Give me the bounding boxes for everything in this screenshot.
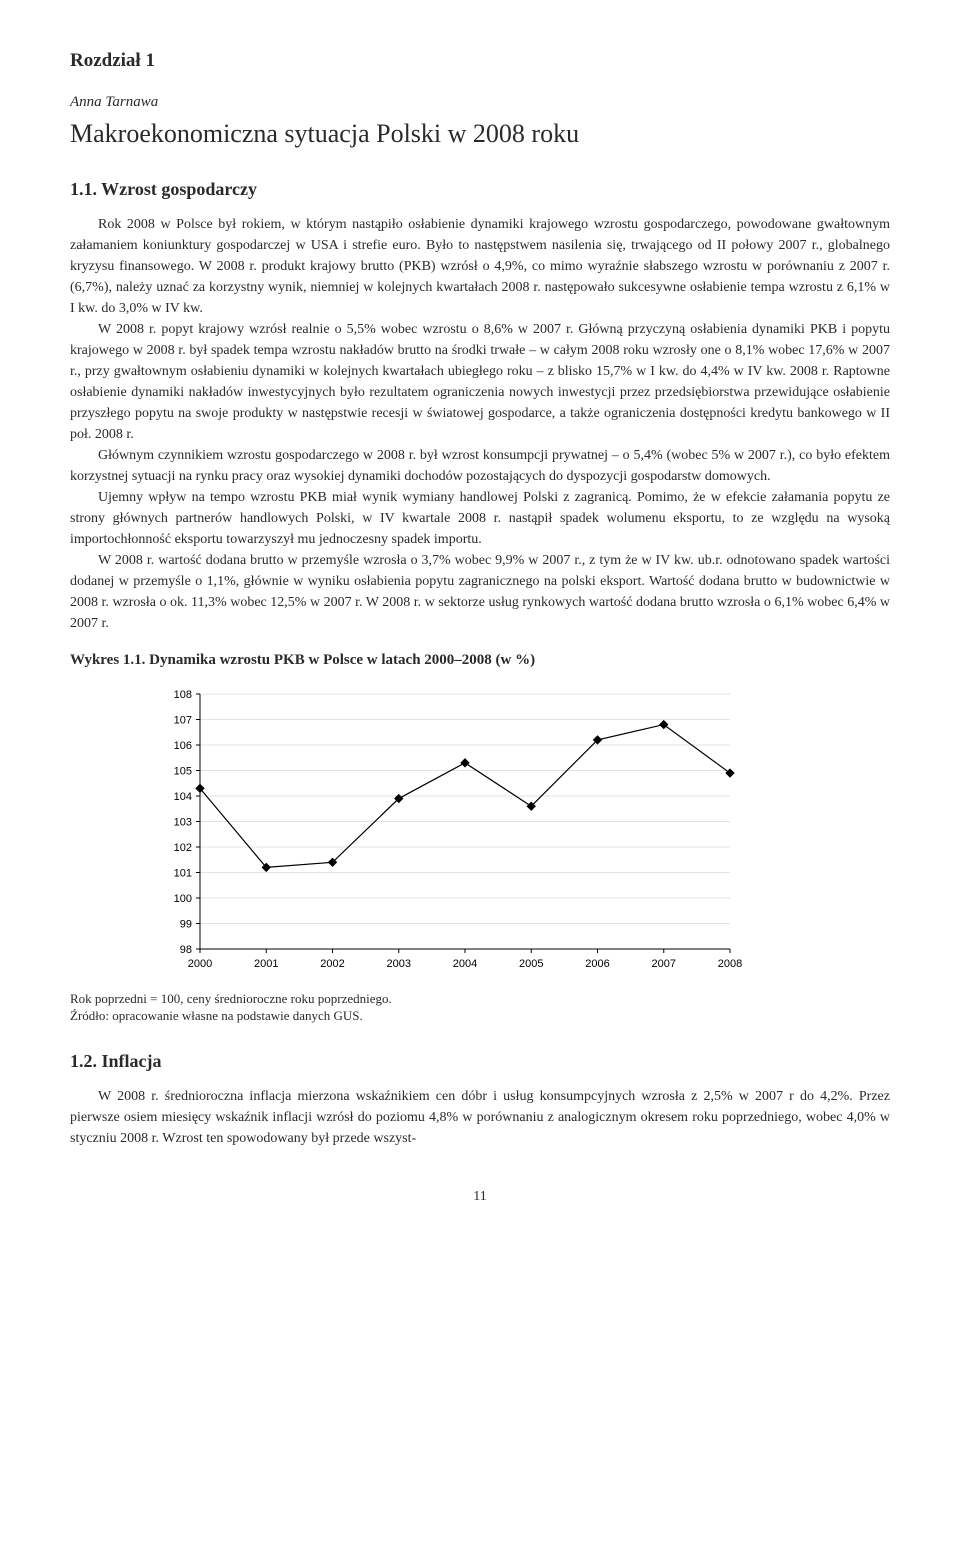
chart-title: Wykres 1.1. Dynamika wzrostu PKB w Polsc…	[70, 652, 890, 669]
line-chart-svg: 98 99 100 101 102 103 104 105 106 107 108 2000 2001 2…	[150, 679, 750, 979]
body-text-block-2: W 2008 r. średnioroczna inflacja mierzon…	[70, 1086, 890, 1149]
svg-text:2008: 2008	[718, 958, 742, 970]
caption-line: Rok poprzedni = 100, ceny średnioroczne …	[70, 991, 392, 1006]
svg-text:2006: 2006	[585, 958, 609, 970]
svg-text:103: 103	[174, 816, 192, 828]
pkb-chart: 98 99 100 101 102 103 104 105 106 107 108 2000 2001 2…	[150, 679, 890, 984]
svg-text:106: 106	[174, 740, 192, 752]
svg-text:100: 100	[174, 893, 192, 905]
chapter-label: Rozdział 1	[70, 50, 890, 72]
section-heading-1: 1.1. Wzrost gospodarczy	[70, 179, 890, 200]
svg-text:107: 107	[174, 714, 192, 726]
paragraph: W 2008 r. średnioroczna inflacja mierzon…	[70, 1086, 890, 1149]
page-container: Rozdział 1 Anna Tarnawa Makroekonomiczna…	[0, 0, 960, 1245]
page-number: 11	[70, 1189, 890, 1205]
svg-text:2002: 2002	[320, 958, 344, 970]
paragraph: W 2008 r. wartość dodana brutto w przemy…	[70, 550, 890, 634]
section-heading-2: 1.2. Inflacja	[70, 1051, 890, 1072]
svg-text:99: 99	[180, 918, 192, 930]
paragraph: W 2008 r. popyt krajowy wzrósł realnie o…	[70, 319, 890, 445]
svg-text:98: 98	[180, 944, 192, 956]
paragraph: Rok 2008 w Polsce był rokiem, w którym n…	[70, 214, 890, 319]
svg-text:108: 108	[174, 689, 192, 701]
paragraph: Głównym czynnikiem wzrostu gospodarczego…	[70, 445, 890, 487]
chapter-title: Makroekonomiczna sytuacja Polski w 2008 …	[70, 117, 890, 151]
svg-text:102: 102	[174, 842, 192, 854]
chart-caption: Rok poprzedni = 100, ceny średnioroczne …	[70, 990, 890, 1025]
svg-text:2007: 2007	[652, 958, 676, 970]
svg-text:2000: 2000	[188, 958, 212, 970]
caption-line: Źródło: opracowanie własne na podstawie …	[70, 1008, 363, 1023]
body-text-block-1: Rok 2008 w Polsce był rokiem, w którym n…	[70, 214, 890, 634]
svg-text:2001: 2001	[254, 958, 278, 970]
paragraph: Ujemny wpływ na tempo wzrostu PKB miał w…	[70, 487, 890, 550]
svg-text:2004: 2004	[453, 958, 477, 970]
svg-text:2003: 2003	[387, 958, 411, 970]
svg-text:104: 104	[174, 791, 192, 803]
svg-text:2005: 2005	[519, 958, 543, 970]
author-name: Anna Tarnawa	[70, 94, 890, 111]
svg-text:105: 105	[174, 765, 192, 777]
svg-text:101: 101	[174, 867, 192, 879]
